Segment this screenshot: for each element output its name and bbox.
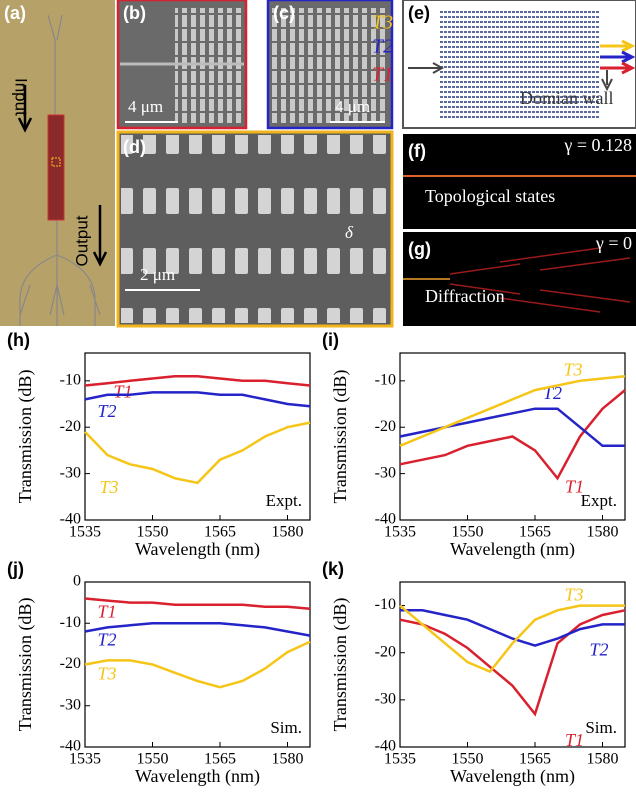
y-tick-label: -30: [375, 691, 396, 708]
panel-label: (a): [4, 3, 26, 23]
scale-label: 2 μm: [140, 265, 175, 284]
y-axis-label: Transmission (dB): [15, 370, 36, 504]
panel-label: (f): [408, 141, 426, 161]
y-tick-label: -30: [60, 696, 81, 713]
y-tick-label: -20: [60, 418, 81, 435]
series-label: T2: [98, 630, 117, 650]
label: T3: [372, 12, 393, 34]
label: γ = 0.128: [563, 135, 632, 155]
x-tick-label: 1565: [204, 751, 236, 768]
x-tick-label: 1580: [587, 751, 619, 768]
label: Topological states: [425, 186, 555, 206]
annotation: Sim.: [270, 718, 302, 737]
series-label: T2: [590, 640, 609, 660]
label: γ = 0: [595, 233, 632, 253]
label: T1: [372, 64, 393, 86]
annotation: Expt.: [581, 491, 617, 510]
y-tick-label: -20: [375, 643, 396, 660]
annotation: Expt.: [266, 491, 302, 510]
annotation: Output: [72, 215, 91, 266]
line: [85, 599, 310, 609]
line: [85, 423, 310, 483]
x-axis-label: Wavelength (nm): [450, 539, 575, 560]
x-axis-label: Wavelength (nm): [135, 766, 260, 787]
y-axis-label: Transmission (dB): [15, 598, 36, 732]
series-label: T1: [114, 381, 133, 401]
series-label: T2: [98, 401, 117, 421]
y-tick-label: -10: [60, 372, 81, 389]
label: Diffraction: [425, 286, 505, 306]
line: [85, 623, 310, 635]
x-tick-label: 1565: [519, 751, 551, 768]
y-axis-label: Transmission (dB): [330, 370, 351, 504]
x-tick-label: 1580: [587, 524, 619, 541]
y-tick-label: -10: [375, 372, 396, 389]
series-label: T1: [98, 602, 117, 622]
panel-label: (i): [322, 330, 339, 350]
y-tick-label: -10: [60, 614, 81, 631]
x-tick-label: 1580: [272, 524, 304, 541]
x-tick-label: 1535: [69, 751, 101, 768]
panel-label: (e): [408, 3, 430, 23]
y-tick-label: 0: [73, 573, 81, 590]
label: T2: [372, 36, 393, 58]
y-tick-label: -10: [375, 596, 396, 613]
line: [85, 642, 310, 687]
figure: (a)(b)(c)(d)(e)(f)(g)InputOutput4 μmT3T2…: [0, 0, 636, 797]
series-label: T1: [565, 730, 584, 750]
x-tick-label: 1550: [137, 524, 169, 541]
y-tick-label: -30: [375, 464, 396, 481]
x-tick-label: 1550: [452, 524, 484, 541]
y-tick-label: -20: [60, 655, 81, 672]
label: δ: [345, 223, 354, 242]
panel-label: (k): [322, 559, 344, 579]
x-tick-label: 1535: [384, 751, 416, 768]
x-tick-label: 1550: [452, 751, 484, 768]
x-tick-label: 1565: [204, 524, 236, 541]
x-axis-label: Wavelength (nm): [450, 766, 575, 787]
x-tick-label: 1535: [69, 524, 101, 541]
panel-label: (d): [123, 137, 146, 157]
annotation: Input: [12, 78, 31, 116]
x-axis-label: Wavelength (nm): [135, 539, 260, 560]
series-label: T1: [565, 477, 584, 497]
label: Domian wall: [520, 88, 613, 108]
y-tick-label: -30: [60, 464, 81, 481]
line: [400, 390, 625, 478]
x-tick-label: 1550: [137, 751, 169, 768]
panel-label: (g): [408, 239, 431, 259]
annotation: Sim.: [585, 718, 617, 737]
y-axis-label: Transmission (dB): [330, 598, 351, 732]
series-label: T3: [565, 584, 584, 604]
scale-label: 4 μm: [128, 97, 163, 116]
x-tick-label: 1565: [519, 524, 551, 541]
series-label: T3: [564, 360, 583, 380]
device: [48, 115, 64, 220]
panel-label: (c): [273, 3, 295, 23]
series-label: T3: [98, 664, 117, 684]
y-tick-label: -20: [375, 418, 396, 435]
panel-label: (h): [7, 330, 30, 350]
panel-label: (j): [7, 559, 24, 579]
x-tick-label: 1535: [384, 524, 416, 541]
series-label: T3: [100, 477, 119, 497]
scale-label: 4 μm: [335, 97, 370, 116]
line: [400, 409, 625, 446]
x-tick-label: 1580: [272, 751, 304, 768]
panel-label: (b): [123, 3, 146, 23]
